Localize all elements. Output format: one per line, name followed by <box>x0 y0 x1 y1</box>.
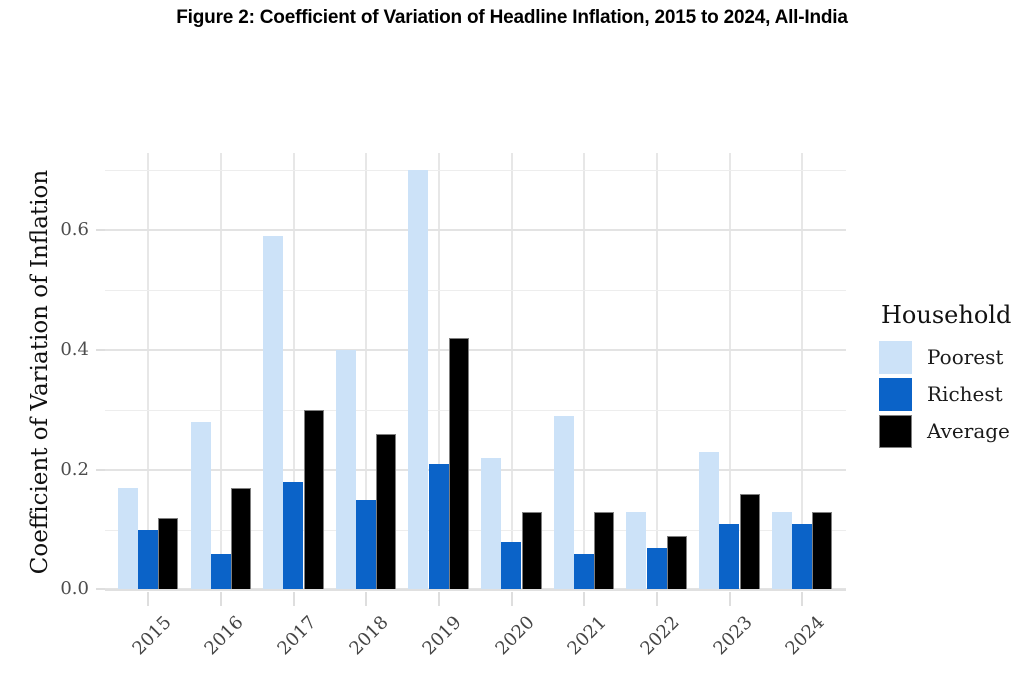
bar-richest-2017 <box>283 482 303 590</box>
bar-poorest-2017 <box>263 236 283 590</box>
x-tick-label: 2016 <box>200 612 248 660</box>
x-tick-mark <box>365 592 368 606</box>
h-gridline-major <box>105 469 846 471</box>
bar-average-2024 <box>812 512 832 590</box>
x-tick-mark <box>147 592 150 606</box>
v-gridline <box>583 153 586 590</box>
x-tick-mark <box>583 592 586 606</box>
legend-item-richest: Richest <box>879 378 1011 411</box>
x-tick-label: 2019 <box>418 612 466 660</box>
v-gridline <box>655 153 658 590</box>
x-tick-label: 2017 <box>273 612 321 660</box>
x-tick-mark <box>292 592 295 606</box>
bar-richest-2021 <box>574 554 594 590</box>
bar-poorest-2019 <box>408 170 428 590</box>
bar-richest-2015 <box>138 530 158 590</box>
legend-item-average: Average <box>879 415 1011 448</box>
v-gridline <box>219 153 222 590</box>
legend-label: Poorest <box>927 345 1004 369</box>
plot-panel <box>105 153 846 590</box>
x-tick-mark <box>728 592 731 606</box>
bar-richest-2020 <box>501 542 521 590</box>
h-gridline-minor <box>105 290 846 291</box>
x-tick-mark <box>801 592 804 606</box>
y-tick-mark <box>96 349 105 351</box>
v-gridline <box>365 153 368 590</box>
legend-label: Richest <box>927 382 1003 406</box>
legend-item-poorest: Poorest <box>879 341 1011 374</box>
x-tick-label: 2015 <box>127 612 176 660</box>
legend-title: Household <box>881 301 1012 329</box>
x-tick-label: 2018 <box>345 612 394 660</box>
bar-average-2021 <box>594 512 614 590</box>
h-gridline-major <box>105 229 846 231</box>
legend-label: Average <box>927 419 1010 443</box>
x-tick-label: 2024 <box>781 612 830 660</box>
bar-richest-2023 <box>719 524 739 590</box>
legend: Household Poorest Richest Average <box>879 301 1011 452</box>
bar-average-2020 <box>522 512 542 590</box>
x-tick-label: 2021 <box>563 612 612 660</box>
bar-richest-2018 <box>356 500 376 590</box>
legend-items: Poorest Richest Average <box>879 341 1011 448</box>
h-gridline-minor <box>105 170 846 171</box>
y-tick-mark <box>96 588 105 590</box>
x-tick-mark <box>219 592 222 606</box>
v-gridline <box>801 153 804 590</box>
v-gridline <box>147 153 150 590</box>
bar-richest-2016 <box>211 554 231 590</box>
legend-swatch-average <box>879 415 912 448</box>
x-tick-mark <box>510 592 513 606</box>
bar-poorest-2016 <box>191 422 211 590</box>
bar-poorest-2018 <box>336 350 356 590</box>
y-tick-label: 0.4 <box>60 339 89 360</box>
bar-average-2023 <box>740 494 760 590</box>
x-tick-mark <box>655 592 658 606</box>
bar-richest-2019 <box>429 464 449 590</box>
bar-poorest-2020 <box>481 458 501 590</box>
legend-swatch-richest <box>879 378 912 411</box>
y-tick-label: 0.2 <box>60 459 89 480</box>
legend-swatch-poorest <box>879 341 912 374</box>
y-tick-mark <box>96 229 105 231</box>
x-tick-label: 2020 <box>491 612 539 660</box>
bar-poorest-2021 <box>554 416 574 590</box>
bar-average-2017 <box>304 410 324 590</box>
bar-poorest-2022 <box>626 512 646 590</box>
bar-average-2022 <box>667 536 687 590</box>
v-gridline <box>437 153 440 590</box>
v-gridline <box>510 153 513 590</box>
v-gridline <box>728 153 731 590</box>
x-tick-mark <box>437 592 440 606</box>
bar-average-2018 <box>376 434 396 590</box>
x-tick-label: 2022 <box>636 612 684 660</box>
y-tick-label: 0.6 <box>60 219 89 240</box>
bar-poorest-2015 <box>118 488 138 590</box>
h-gridline-major <box>105 349 846 351</box>
bar-poorest-2023 <box>699 452 719 590</box>
v-gridline <box>292 153 295 590</box>
figure-title: Figure 2: Coefficient of Variation of He… <box>176 7 848 28</box>
x-axis-line <box>105 589 846 591</box>
bar-richest-2022 <box>647 548 667 590</box>
bar-poorest-2024 <box>772 512 792 590</box>
h-gridline-minor <box>105 410 846 411</box>
bar-average-2016 <box>231 488 251 590</box>
bar-richest-2024 <box>792 524 812 590</box>
x-tick-label: 2023 <box>709 612 757 660</box>
y-tick-label: 0.0 <box>60 578 89 599</box>
y-tick-mark <box>96 469 105 471</box>
bar-average-2019 <box>449 338 469 590</box>
bar-average-2015 <box>158 518 178 590</box>
h-gridline-minor <box>105 530 846 531</box>
